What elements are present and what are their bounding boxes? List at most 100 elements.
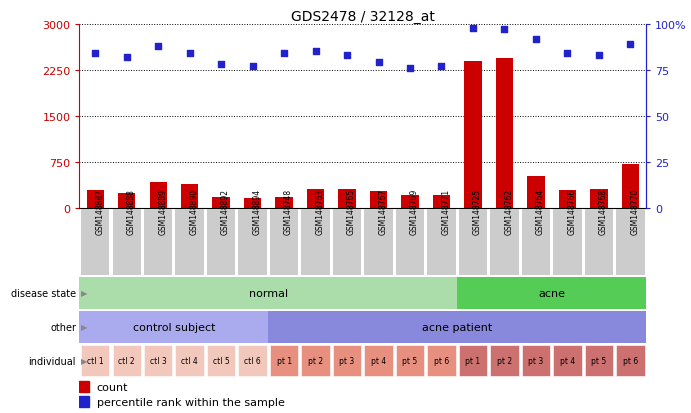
FancyBboxPatch shape [396, 209, 424, 275]
Bar [590, 189, 607, 208]
Text: pt 1: pt 1 [466, 356, 480, 366]
Point [216, 62, 227, 69]
Text: individual: individual [28, 356, 76, 366]
Point [341, 52, 352, 59]
Bar [181, 184, 198, 208]
Text: acne patient: acne patient [422, 322, 492, 332]
Text: GSM148768: GSM148768 [599, 189, 608, 235]
Text: GSM148894: GSM148894 [253, 189, 262, 235]
FancyBboxPatch shape [176, 345, 204, 377]
Bar [433, 195, 450, 208]
Point [404, 66, 415, 72]
Point [278, 51, 290, 57]
Bar [244, 199, 261, 208]
FancyBboxPatch shape [207, 209, 235, 275]
FancyBboxPatch shape [301, 209, 330, 275]
Bar [559, 190, 576, 208]
FancyBboxPatch shape [81, 345, 109, 377]
FancyBboxPatch shape [616, 345, 645, 377]
Text: pt 5: pt 5 [591, 356, 607, 366]
Point [310, 49, 321, 56]
FancyBboxPatch shape [333, 345, 361, 377]
Text: pt 4: pt 4 [560, 356, 575, 366]
Bar [276, 197, 293, 208]
FancyBboxPatch shape [270, 345, 299, 377]
Text: GSM148766: GSM148766 [567, 188, 576, 235]
Text: ▶: ▶ [81, 289, 87, 298]
Point [562, 51, 573, 57]
Bar [370, 191, 387, 208]
Point [121, 55, 132, 61]
Text: ctl 1: ctl 1 [87, 356, 104, 366]
Text: ctl 2: ctl 2 [118, 356, 135, 366]
Title: GDS2478 / 32128_at: GDS2478 / 32128_at [291, 10, 435, 24]
FancyBboxPatch shape [491, 345, 518, 377]
Bar [622, 165, 639, 208]
Text: pt 4: pt 4 [371, 356, 386, 366]
FancyBboxPatch shape [79, 278, 457, 309]
FancyBboxPatch shape [238, 209, 267, 275]
Text: pt 3: pt 3 [529, 356, 544, 366]
Text: GSM148888: GSM148888 [126, 189, 135, 235]
Bar [149, 183, 167, 208]
FancyBboxPatch shape [301, 345, 330, 377]
Text: ctl 6: ctl 6 [244, 356, 261, 366]
Point [184, 51, 195, 57]
Text: GSM148765: GSM148765 [347, 188, 356, 235]
FancyBboxPatch shape [333, 209, 361, 275]
Text: ctl 3: ctl 3 [150, 356, 167, 366]
FancyBboxPatch shape [459, 209, 487, 275]
Text: percentile rank within the sample: percentile rank within the sample [97, 397, 285, 407]
Text: GSM148770: GSM148770 [630, 188, 639, 235]
Text: pt 2: pt 2 [308, 356, 323, 366]
FancyBboxPatch shape [522, 345, 550, 377]
Point [247, 64, 258, 70]
FancyBboxPatch shape [427, 209, 455, 275]
FancyBboxPatch shape [396, 345, 424, 377]
FancyBboxPatch shape [585, 209, 613, 275]
Text: GSM148889: GSM148889 [158, 189, 167, 235]
Bar [79, 381, 89, 392]
Point [373, 60, 384, 66]
Text: control subject: control subject [133, 322, 215, 332]
FancyBboxPatch shape [459, 345, 487, 377]
FancyBboxPatch shape [144, 209, 172, 275]
Text: ctl 5: ctl 5 [213, 356, 229, 366]
Text: GSM148764: GSM148764 [536, 188, 545, 235]
Text: GSM148892: GSM148892 [221, 189, 230, 235]
Text: GSM148763: GSM148763 [316, 188, 325, 235]
Point [531, 36, 542, 43]
FancyBboxPatch shape [268, 311, 646, 343]
FancyBboxPatch shape [270, 209, 299, 275]
FancyBboxPatch shape [553, 209, 582, 275]
Point [436, 64, 447, 70]
FancyBboxPatch shape [176, 209, 204, 275]
Point [625, 42, 636, 48]
Bar [464, 62, 482, 208]
Text: GSM148725: GSM148725 [473, 189, 482, 235]
FancyBboxPatch shape [79, 311, 268, 343]
FancyBboxPatch shape [238, 345, 267, 377]
Bar [495, 58, 513, 208]
Text: other: other [50, 322, 76, 332]
Text: ctl 4: ctl 4 [181, 356, 198, 366]
Text: GSM148887: GSM148887 [95, 189, 104, 235]
FancyBboxPatch shape [81, 209, 109, 275]
FancyBboxPatch shape [144, 345, 172, 377]
Text: pt 3: pt 3 [339, 356, 354, 366]
Text: pt 2: pt 2 [497, 356, 512, 366]
Text: acne: acne [538, 288, 565, 298]
Bar [212, 197, 230, 208]
Point [594, 52, 605, 59]
Bar [307, 189, 324, 208]
Text: pt 6: pt 6 [434, 356, 449, 366]
FancyBboxPatch shape [491, 209, 518, 275]
Text: GSM148771: GSM148771 [442, 189, 451, 235]
Text: GSM148890: GSM148890 [189, 189, 198, 235]
FancyBboxPatch shape [113, 209, 141, 275]
FancyBboxPatch shape [553, 345, 582, 377]
Text: GSM148748: GSM148748 [284, 189, 293, 235]
Text: normal: normal [249, 288, 288, 298]
Bar [339, 189, 356, 208]
Text: pt 6: pt 6 [623, 356, 638, 366]
